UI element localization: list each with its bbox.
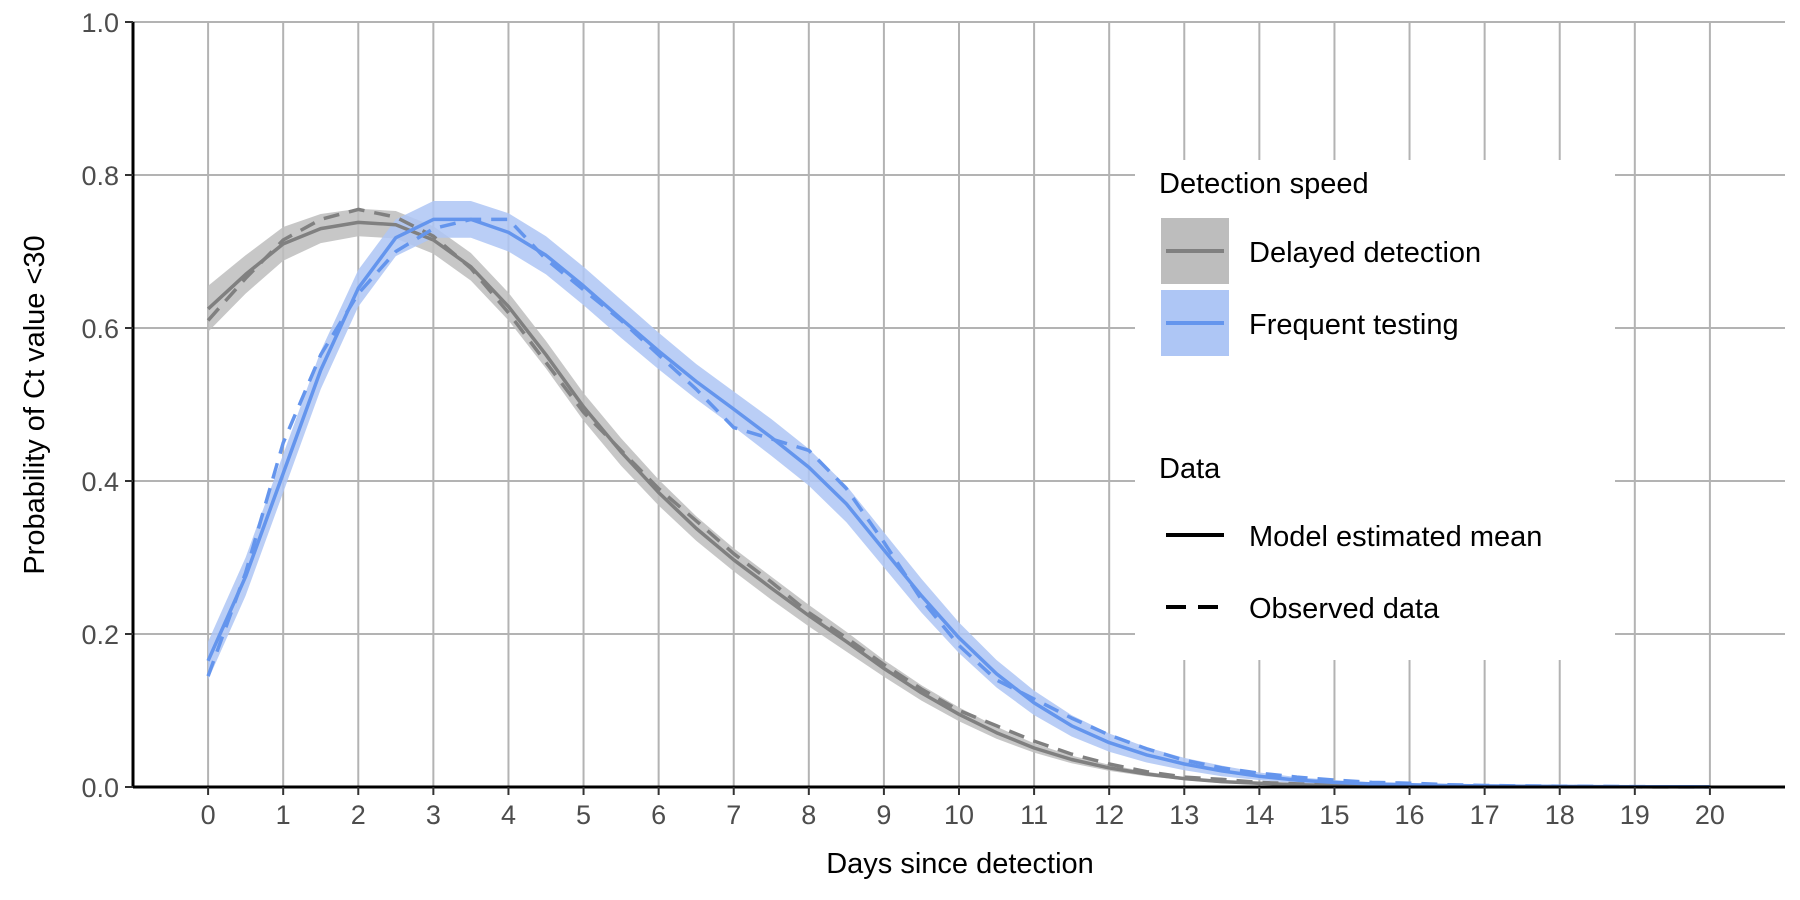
y-tick-label-5: 1.0 — [81, 8, 119, 38]
legend-label-frequent-testing: Frequent testing — [1249, 309, 1459, 341]
x-tick-label-9: 9 — [876, 800, 891, 830]
legend-item-delayed-detection: Delayed detection — [1161, 218, 1481, 284]
x-tick-label-12: 12 — [1094, 800, 1124, 830]
y-tick-label-1: 0.2 — [81, 620, 119, 650]
legend-item-frequent-testing: Frequent testing — [1161, 290, 1459, 356]
observed-line-frequent-testing — [206, 217, 1710, 789]
y-tick-label-3: 0.6 — [81, 314, 119, 344]
legend-label-observed-data: Observed data — [1249, 593, 1440, 625]
legend-label-model-mean: Model estimated mean — [1249, 521, 1542, 553]
x-tick-label-5: 5 — [576, 800, 591, 830]
x-tick-label-4: 4 — [501, 800, 516, 830]
legend-label-delayed-detection: Delayed detection — [1249, 237, 1481, 269]
x-tick-label-10: 10 — [944, 800, 974, 830]
legend-item-model-mean: Model estimated mean — [1166, 521, 1542, 553]
legend-title-detection-speed: Detection speed — [1159, 168, 1369, 200]
x-tick-label-17: 17 — [1470, 800, 1500, 830]
x-tick-label-11: 11 — [1020, 800, 1048, 830]
x-tick-label-6: 6 — [651, 800, 666, 830]
legend-spacer — [1135, 380, 1615, 420]
x-axis-title: Days since detection — [826, 848, 1094, 880]
x-tick-label-13: 13 — [1169, 800, 1199, 830]
x-tick-label-0: 0 — [201, 800, 216, 830]
x-tick-label-8: 8 — [801, 800, 816, 830]
x-tick-labels: 0 1 2 3 4 5 6 7 8 9 10 11 12 13 14 15 16 17 18 19 20 — [201, 787, 1725, 830]
legend-item-observed-data: Observed data — [1166, 593, 1440, 625]
y-tick-label-0: 0.0 — [81, 773, 119, 803]
x-tick-label-7: 7 — [726, 800, 741, 830]
y-tick-label-4: 0.8 — [81, 161, 119, 191]
x-tick-label-2: 2 — [351, 800, 366, 830]
x-tick-label-15: 15 — [1319, 800, 1349, 830]
y-tick-labels: 0.0 0.2 0.4 0.6 0.8 1.0 — [81, 8, 133, 803]
x-tick-label-14: 14 — [1244, 800, 1274, 830]
legend-title-data: Data — [1159, 453, 1221, 485]
x-tick-label-16: 16 — [1395, 800, 1425, 830]
x-tick-label-20: 20 — [1695, 800, 1725, 830]
x-tick-label-18: 18 — [1545, 800, 1575, 830]
x-tick-label-1: 1 — [276, 800, 291, 830]
y-axis-title: Probability of Ct value <30 — [19, 235, 51, 574]
x-tick-label-3: 3 — [426, 800, 441, 830]
x-tick-label-19: 19 — [1620, 800, 1650, 830]
y-tick-label-2: 0.4 — [81, 467, 119, 497]
legend: Detection speed Delayed detection Freque… — [1135, 160, 1615, 660]
